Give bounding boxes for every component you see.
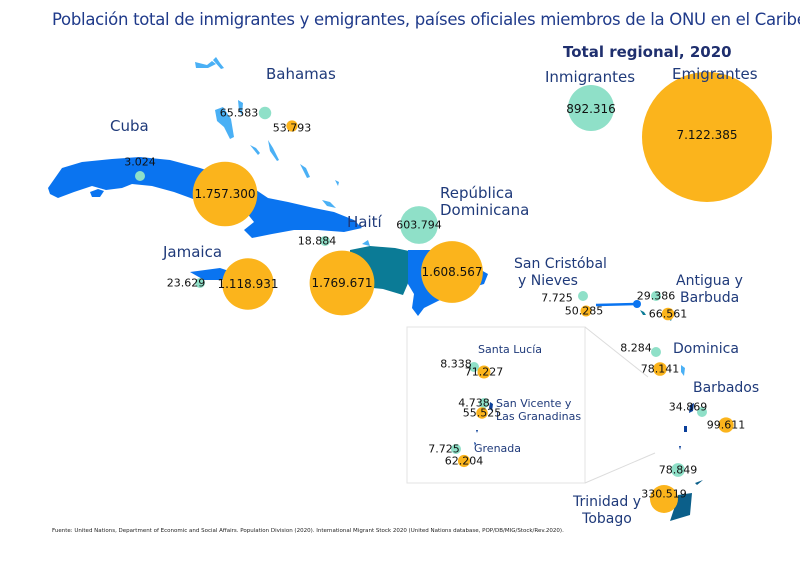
bahamas-land xyxy=(195,57,339,208)
emigrants-bubble-republica-dominicana xyxy=(421,241,483,303)
immigrants-bubble-republica-dominicana xyxy=(400,206,438,244)
label-barbados: Barbados xyxy=(693,380,760,396)
label-haiti: Haití xyxy=(347,213,382,231)
tortuga-land xyxy=(362,240,370,246)
immigrants-value-san-cristobal-y-nieves: 7.725 xyxy=(541,291,573,305)
emigrants-bubble-antigua-y-barbuda xyxy=(661,307,675,321)
emigrants-bubble-haiti xyxy=(309,250,375,316)
emigrants-bubble-barbados xyxy=(718,417,734,433)
immigrants-value-cuba: 3.024 xyxy=(124,155,156,169)
inset-box xyxy=(406,326,656,484)
label-line: Trinidad y xyxy=(573,494,641,510)
immigrants-value-san-vicente-y-las-granadinas: 4.738 xyxy=(458,396,490,410)
label-antigua: Antigua y Barbuda xyxy=(676,273,743,307)
immigrants-bubble-haiti xyxy=(320,236,330,246)
emigrants-bubble-jamaica xyxy=(222,258,274,310)
emigrants-value-santa-lucia: 71.227 xyxy=(464,365,504,379)
emigrants-bubble-trinidad-y-tobago xyxy=(649,484,679,514)
isla-juventud-land xyxy=(90,189,104,197)
emigrants-value-bahamas: 53.793 xyxy=(272,121,312,135)
emigrants-bubble-bahamas xyxy=(286,120,298,132)
immigrants-value-dominica: 8.284 xyxy=(620,341,652,355)
emigrants-value-cuba: 1.757.300 xyxy=(194,187,256,201)
emigrants-value-trinidad-y-tobago: 330.519 xyxy=(641,487,687,501)
immigrants-bubble-antigua-y-barbuda xyxy=(651,291,661,301)
immigrants-bubble-trinidad-y-tobago xyxy=(671,463,685,477)
label-san-cristobal: San Cristóbal y Nieves xyxy=(514,256,607,290)
label-line: Dominicana xyxy=(440,201,530,219)
label-dominica: Dominica xyxy=(673,341,739,357)
label-line: Barbuda xyxy=(680,290,740,306)
immigrants-value-bahamas: 65.583 xyxy=(219,106,259,120)
immigrants-value-trinidad-y-tobago: 78.849 xyxy=(658,463,698,477)
emigrants-bubble-san-cristobal-y-nieves xyxy=(580,305,592,317)
label-jamaica: Jamaica xyxy=(163,243,223,261)
label-san-vicente: San Vicente y Las Granadinas xyxy=(496,397,581,423)
emigrants-bubble-grenada xyxy=(457,454,471,468)
emigrants-value-san-cristobal-y-nieves: 50.285 xyxy=(564,304,604,318)
emigrants-value-barbados: 99.611 xyxy=(706,418,746,432)
emigrants-bubble-santa-lucia xyxy=(477,365,491,379)
immigrants-bubble-barbados xyxy=(697,407,707,417)
source-note: Fuente: United Nations, Department of Ec… xyxy=(52,528,564,534)
label-line: San Cristóbal xyxy=(514,256,607,272)
immigrants-value-grenada: 7.725 xyxy=(428,442,460,456)
immigrants-bubble-san-vicente-y-las-granadinas xyxy=(479,398,489,408)
immigrants-bubble-bahamas xyxy=(258,106,272,120)
immigrants-bubble-santa-lucia xyxy=(469,362,479,372)
chart-title: Población total de inmigrantes y emigran… xyxy=(52,10,800,29)
immigrants-value-haiti: 18.884 xyxy=(297,234,337,248)
label-line: Tobago xyxy=(582,511,632,527)
regional-emigrants-bubble xyxy=(642,72,772,202)
immigrants-bubble-dominica xyxy=(651,347,661,357)
emigrants-value-republica-dominicana: 1.608.567 xyxy=(421,265,483,279)
emigrants-value-antigua-y-barbuda: 66.561 xyxy=(648,307,688,321)
label-line: y Nieves xyxy=(518,273,578,289)
label-santa-lucia: Santa Lucía xyxy=(478,343,542,356)
regional-total-title: Total regional, 2020 xyxy=(563,43,732,61)
label-bahamas: Bahamas xyxy=(266,65,336,83)
immigrants-bubble-san-cristobal-y-nieves xyxy=(578,291,588,301)
emigrants-bubble-cuba xyxy=(192,161,258,227)
emigrants-bubble-san-vicente-y-las-granadinas xyxy=(476,407,488,419)
immigrants-value-santa-lucia: 8.338 xyxy=(440,357,472,371)
regional-immigrants-value: 892.316 xyxy=(566,102,616,116)
label-trinidad: Trinidad y Tobago xyxy=(573,494,641,528)
legend-emigrants-label: Emigrantes xyxy=(672,65,758,83)
regional-immigrants-bubble xyxy=(567,84,615,132)
emigrants-value-jamaica: 1.118.931 xyxy=(217,277,279,291)
legend-immigrants-label: Inmigrantes xyxy=(545,68,636,86)
immigrants-value-jamaica: 23.629 xyxy=(166,276,206,290)
immigrants-value-antigua-y-barbuda: 29.386 xyxy=(636,289,676,303)
label-grenada: Grenada xyxy=(474,442,522,455)
label-cuba: Cuba xyxy=(110,117,149,135)
emigrants-value-grenada: 62.204 xyxy=(444,454,484,468)
immigrants-bubble-jamaica xyxy=(195,278,205,288)
label-line: República xyxy=(440,184,514,202)
emigrants-value-dominica: 78.141 xyxy=(640,362,680,376)
emigrants-value-haiti: 1.769.671 xyxy=(311,276,373,290)
label-republica-dominicana: República Dominicana xyxy=(440,185,529,219)
emigrants-bubble-dominica xyxy=(653,362,667,376)
immigrants-bubble-cuba xyxy=(135,171,145,181)
immigrants-bubble-grenada xyxy=(451,444,461,454)
label-line: San Vicente y xyxy=(496,397,572,410)
label-line: Las Granadinas xyxy=(496,410,582,423)
label-line: Antigua y xyxy=(676,273,743,289)
regional-emigrants-value: 7.122.385 xyxy=(676,128,738,142)
immigrants-value-barbados: 34.869 xyxy=(668,400,708,414)
immigrants-value-republica-dominicana: 603.794 xyxy=(396,218,442,232)
emigrants-value-san-vicente-y-las-granadinas: 55.525 xyxy=(462,406,502,420)
